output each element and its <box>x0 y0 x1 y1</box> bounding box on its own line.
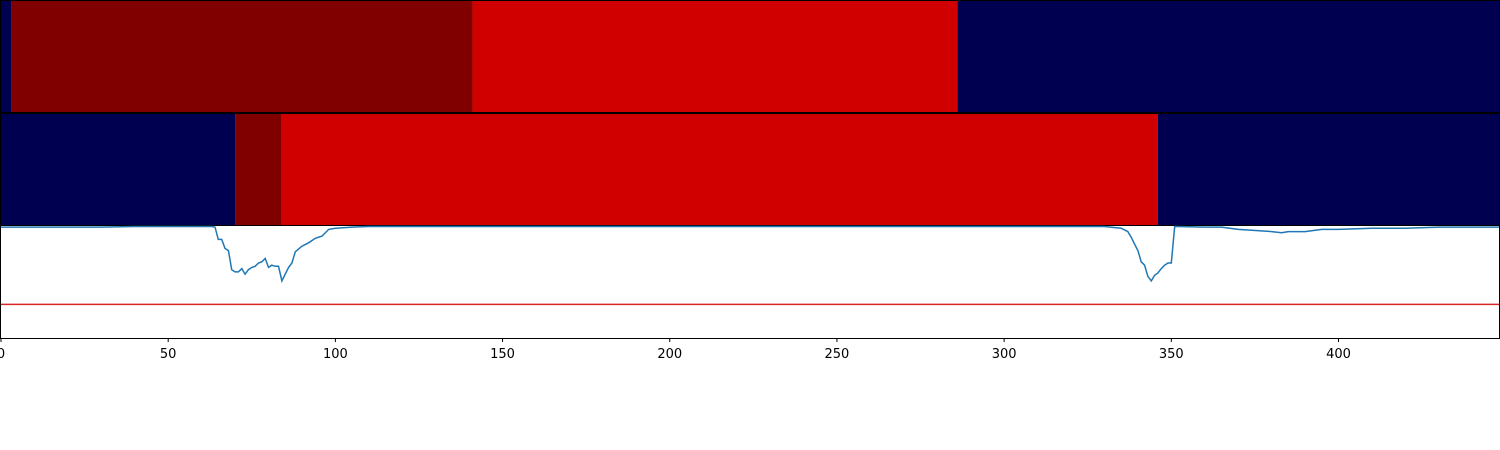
x-tick-label: 300 <box>992 347 1017 362</box>
segment-2-4 <box>1157 114 1499 225</box>
segment-1-4 <box>957 1 1499 112</box>
x-tick-label: 0 <box>0 347 5 362</box>
x-tick-label: 200 <box>657 347 682 362</box>
segment-row-2 <box>0 113 1500 226</box>
x-tick-label: 100 <box>323 347 348 362</box>
segment-1-3 <box>472 1 958 112</box>
x-axis: 0 50 100 150 200 250 300 350 400 <box>0 338 1351 362</box>
probability-line <box>1 225 1499 284</box>
x-tick-label: 150 <box>490 347 515 362</box>
segment-1-1 <box>1 1 12 112</box>
segment-2-2 <box>235 114 282 225</box>
x-tick-label: 350 <box>1159 347 1184 362</box>
probability-panel <box>0 225 1500 339</box>
x-tick-label: 250 <box>825 347 850 362</box>
probability-panel-frame <box>0 225 1500 339</box>
segment-row-1 <box>0 0 1500 113</box>
x-tick-label: 400 <box>1326 347 1351 362</box>
x-tick-label: 50 <box>160 347 177 362</box>
segment-1-2 <box>11 1 473 112</box>
segment-2-3 <box>281 114 1158 225</box>
segment-2-1 <box>1 114 236 225</box>
